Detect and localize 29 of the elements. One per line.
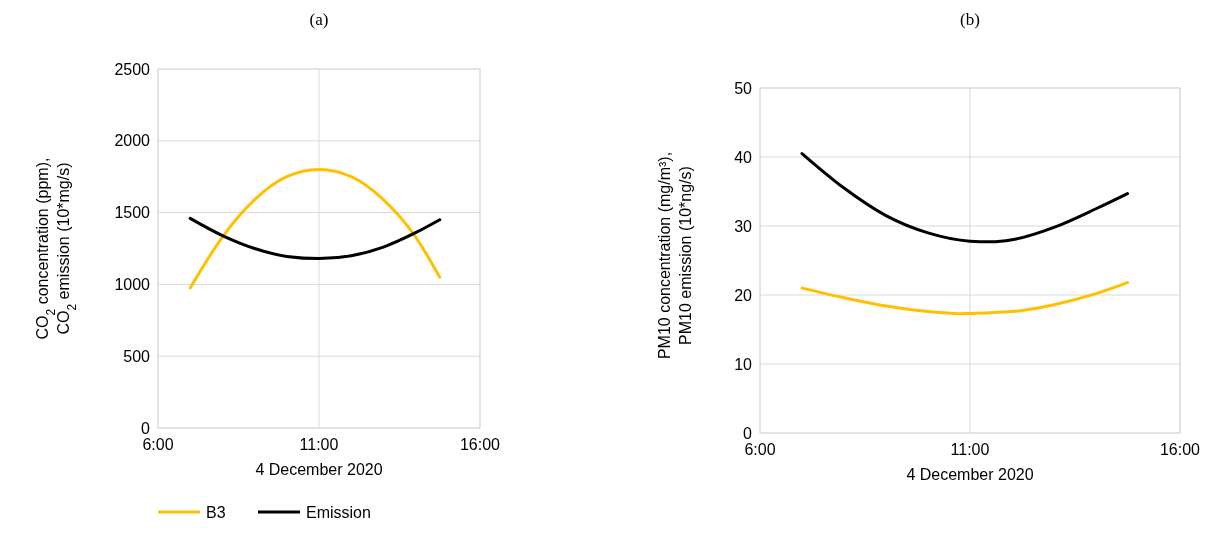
x-axis-title: 4 December 2020: [906, 466, 1034, 483]
y-tick-label: 500: [123, 347, 151, 365]
y-tick-label: 20: [734, 286, 753, 304]
legend-label: Emission: [306, 503, 371, 521]
y-tick-label: 2000: [114, 132, 151, 150]
y-tick-label: 2500: [114, 60, 151, 78]
y-axis-title: PM10 concentration (mg/m³), PM10 emission (10*ng/s): [656, 151, 694, 360]
x-tick-label: 6:00: [744, 441, 776, 458]
y-tick-label: 50: [734, 79, 753, 97]
y-tick-label: 0: [141, 419, 151, 437]
x-tick-label: 6:00: [142, 436, 174, 453]
line-series: [188, 216, 442, 261]
line-series: [800, 152, 1129, 244]
x-tick-label: 11:00: [299, 436, 339, 453]
x-axis-title: 4 December 2020: [255, 461, 383, 478]
y-tick-label: 40: [734, 148, 753, 166]
y-tick-label: 1500: [114, 204, 151, 222]
x-tick-label: 16:00: [1159, 441, 1201, 458]
line-series: [800, 281, 1129, 316]
y-tick-label: 0: [743, 424, 753, 442]
y-tick-label: 10: [734, 355, 753, 373]
chart-title: (a): [309, 10, 329, 29]
y-tick-label: 1000: [114, 276, 151, 293]
chart-title: (b): [960, 10, 980, 29]
x-tick-label: 11:00: [950, 441, 990, 458]
legend-label: B3: [206, 503, 226, 521]
line-series: [188, 168, 442, 290]
x-tick-label: 16:00: [459, 436, 501, 453]
y-tick-label: 30: [734, 217, 753, 235]
